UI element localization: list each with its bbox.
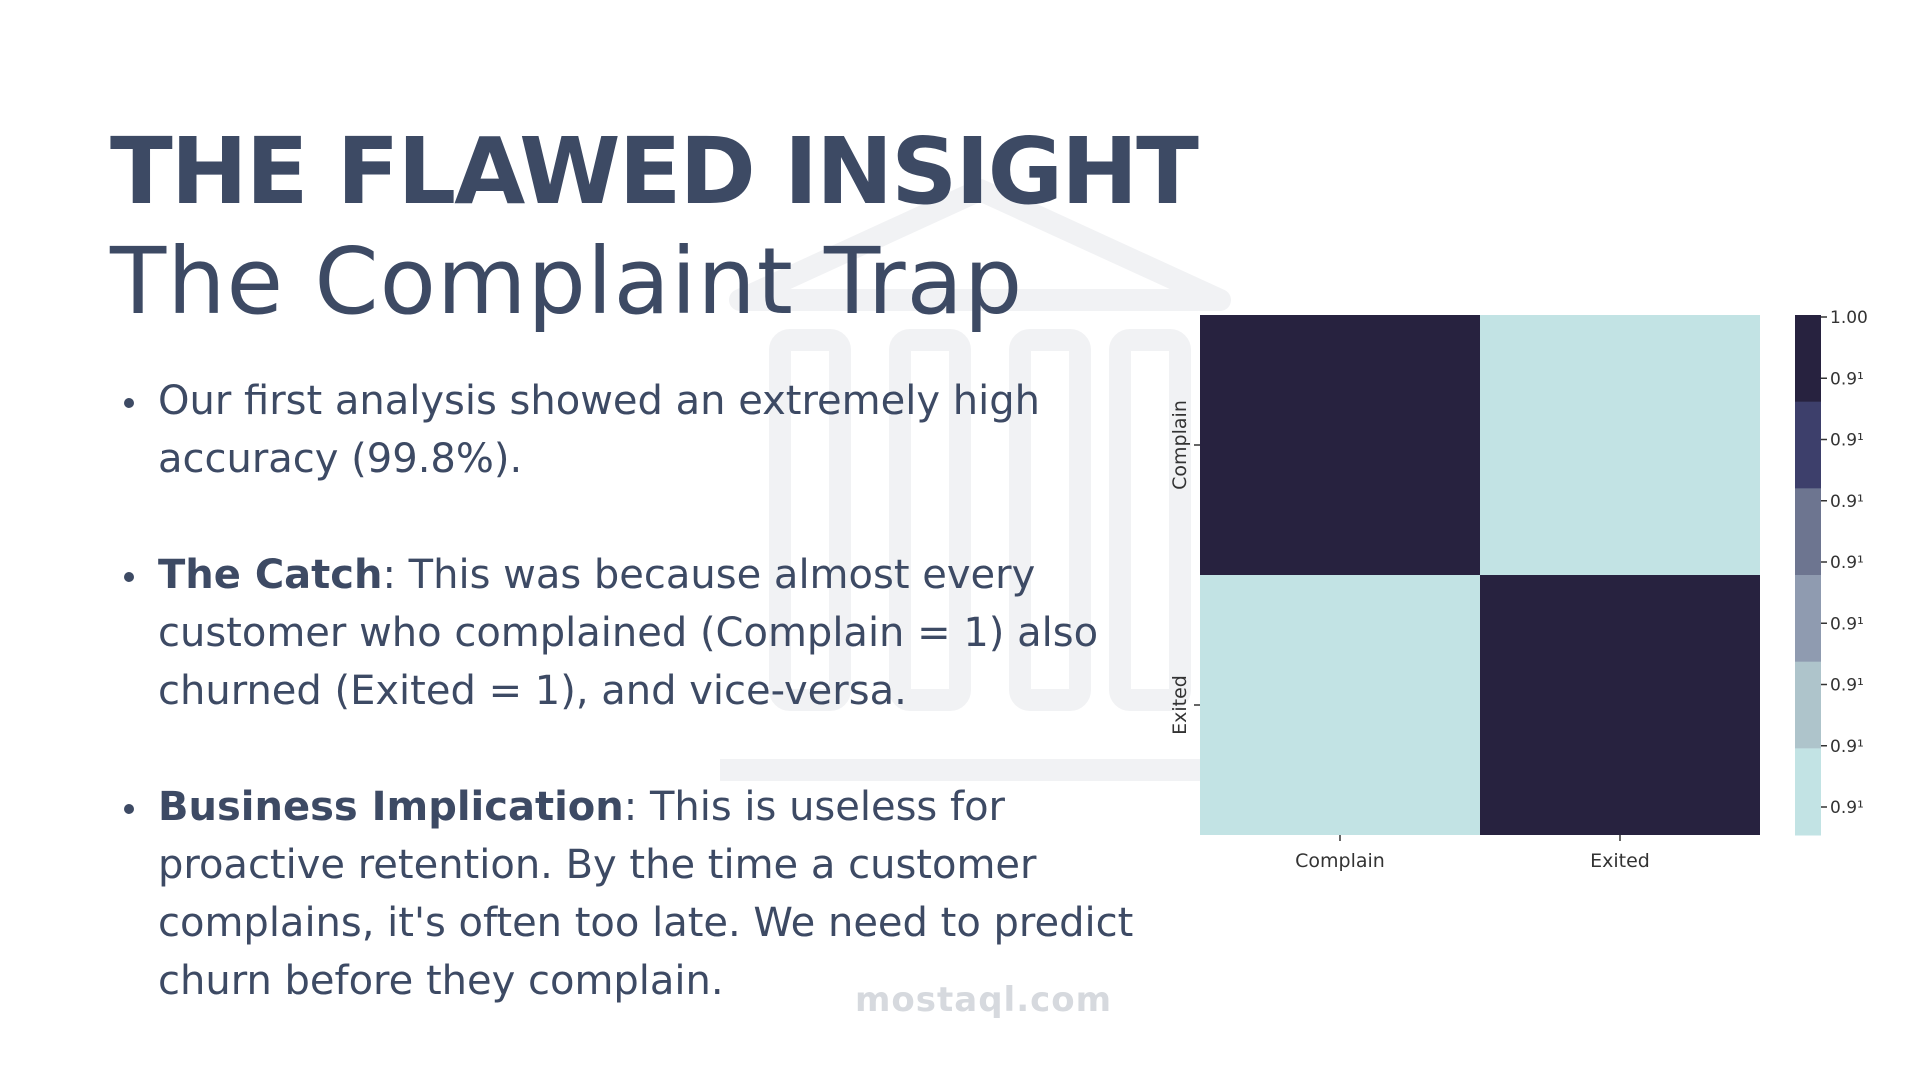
bullet-text: Our first analysis showed an extremely h… xyxy=(158,378,1040,482)
colorbar-segment xyxy=(1795,488,1821,576)
colorbar-tick-label: 0.9¹ xyxy=(1830,553,1864,573)
colorbar-tick-label: 0.9¹ xyxy=(1830,369,1864,389)
bullet-lead: The Catch xyxy=(158,552,383,598)
colorbar-tick-label: 0.9¹ xyxy=(1830,798,1864,818)
x-tick-label: Complain xyxy=(1295,850,1385,872)
y-tick-label: Complain xyxy=(1169,400,1191,490)
bullet-list: Our first analysis showed an extremely h… xyxy=(110,372,1160,1068)
heatmap-cell xyxy=(1480,315,1760,575)
slide-title: THE FLAWED INSIGHT xyxy=(110,118,1199,225)
colorbar-segment xyxy=(1795,401,1821,489)
bullet-lead: Business Implication xyxy=(158,784,624,830)
colorbar-segment xyxy=(1795,575,1821,663)
colorbar-tick-label: 0.9¹ xyxy=(1830,737,1864,757)
correlation-heatmap: Complain Exited Complain Exited 1.00 0.9¹ 0.9¹… xyxy=(1160,300,1880,890)
colorbar-tick-label: 0.9¹ xyxy=(1830,492,1864,512)
y-tick-label: Exited xyxy=(1169,675,1191,735)
heatmap-svg: Complain Exited Complain Exited 1.00 0.9¹ 0.9¹… xyxy=(1169,308,1868,872)
x-tick-label: Exited xyxy=(1590,850,1650,872)
bullet-text: : This was because almost every customer… xyxy=(158,552,1099,714)
slide-subtitle: The Complaint Trap xyxy=(110,228,1024,335)
colorbar-segment xyxy=(1795,315,1821,403)
heatmap-cell xyxy=(1200,575,1480,835)
bank-building-icon xyxy=(720,179,1240,781)
colorbar-segment xyxy=(1795,748,1821,836)
bullet-item: Our first analysis showed an extremely h… xyxy=(110,372,1160,488)
bullet-item: Business Implication: This is useless fo… xyxy=(110,778,1160,1010)
heatmap-cell xyxy=(1480,575,1760,835)
bullet-item: The Catch: This was because almost every… xyxy=(110,546,1160,720)
colorbar-tick-label: 0.9¹ xyxy=(1830,431,1864,451)
watermark-text: mostaql.com xyxy=(855,980,1113,1020)
heatmap-cell xyxy=(1200,315,1480,575)
colorbar-tick-label: 1.00 xyxy=(1830,308,1868,328)
colorbar-segment xyxy=(1795,661,1821,749)
colorbar-tick-label: 0.9¹ xyxy=(1830,676,1864,696)
bullet-text: : This is useless for proactive retentio… xyxy=(158,784,1134,1004)
colorbar-tick-label: 0.9¹ xyxy=(1830,614,1864,634)
